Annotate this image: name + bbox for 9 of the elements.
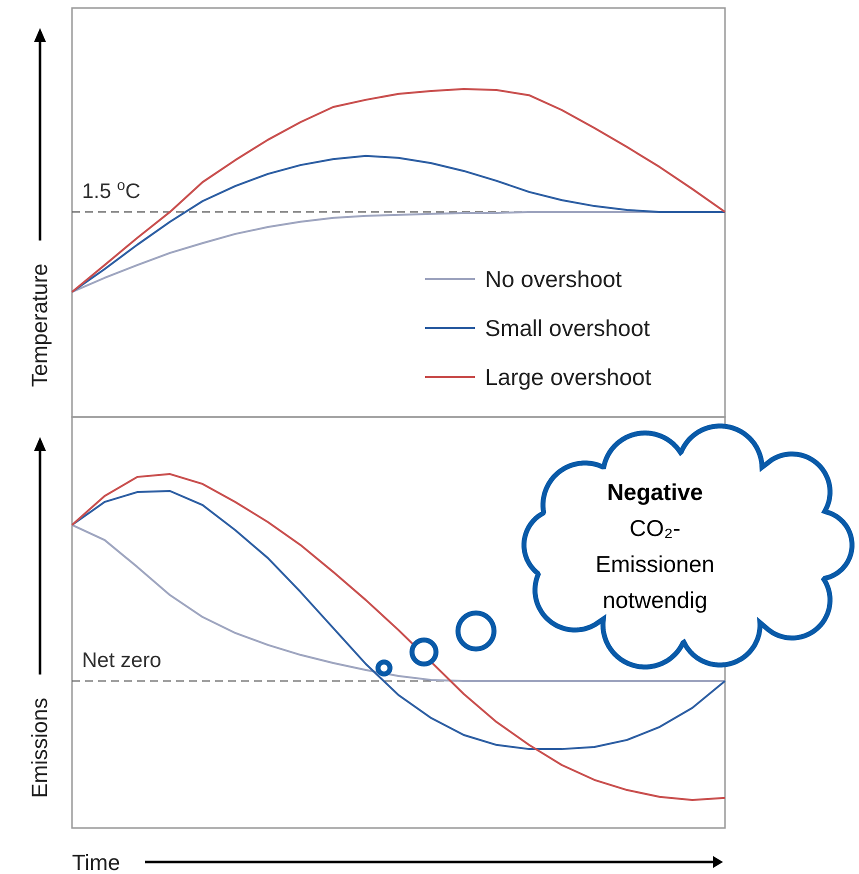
ref-line-label: Net zero [82,648,162,672]
x-axis-title: Time [72,850,120,874]
annotation: Negative CO₂-Emissionen notwendig [596,479,714,613]
ref-line-label: 1.5 $^{o}$C [82,178,140,203]
y-axis-title: Temperature [27,263,52,387]
legend-label: Large overshoot [485,364,652,390]
y-axis-title: Emissions [27,698,52,798]
legend-label: Small overshoot [485,315,651,341]
legend-label: No overshoot [485,266,622,292]
